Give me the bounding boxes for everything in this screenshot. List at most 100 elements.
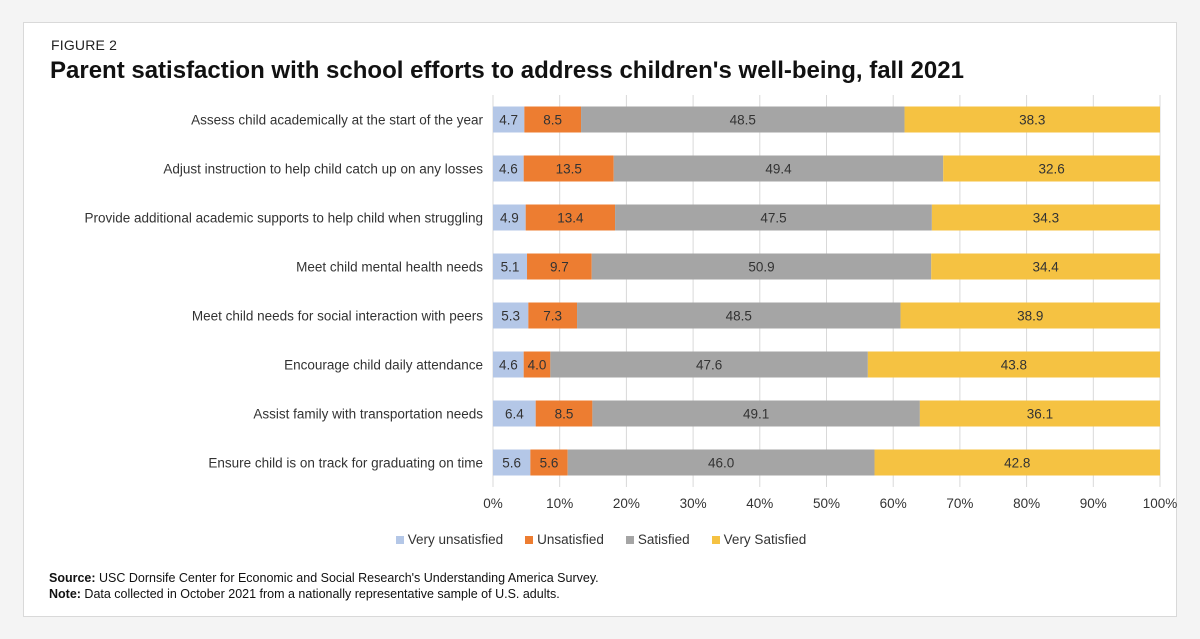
- data-label: 49.1: [743, 407, 769, 422]
- category-label: Meet child needs for social interaction …: [192, 309, 483, 324]
- category-label: Assess child academically at the start o…: [191, 113, 483, 128]
- bar-segment-unsatisfied: [523, 351, 551, 378]
- data-label: 48.5: [730, 113, 756, 128]
- bar-segment-very-satisfied: [867, 351, 1160, 378]
- x-axis-ticks: 0% 10% 20% 30% 40% 50% 60% 70% 80% 90% 100%: [483, 496, 1177, 511]
- bar-segment-very-unsatisfied: [493, 351, 524, 378]
- bar-segment-satisfied: [591, 253, 932, 280]
- category-label: Meet child mental health needs: [296, 260, 483, 275]
- note-line: Note: Data collected in October 2021 fro…: [49, 586, 599, 602]
- data-label: 8.5: [555, 407, 574, 422]
- source-line: Source: USC Dornsife Center for Economic…: [49, 570, 599, 586]
- category-label: Ensure child is on track for graduating …: [208, 456, 483, 471]
- legend-label: Unsatisfied: [537, 532, 604, 547]
- data-label: 38.3: [1019, 113, 1045, 128]
- data-label: 34.4: [1032, 260, 1059, 275]
- bar-segment-very-satisfied: [904, 106, 1160, 133]
- data-label: 4.9: [500, 211, 519, 226]
- x-tick-label: 0%: [483, 496, 503, 511]
- bar-segment-satisfied: [577, 302, 901, 329]
- bar-segment-satisfied: [581, 106, 905, 133]
- bar-segment-very-satisfied: [931, 204, 1160, 231]
- bar-segment-very-satisfied: [931, 253, 1160, 280]
- bar-segment-very-unsatisfied: [493, 302, 529, 329]
- source-text: USC Dornsife Center for Economic and Soc…: [95, 571, 599, 585]
- legend-label: Satisfied: [637, 532, 690, 547]
- legend-item: Very Satisfied: [711, 532, 807, 547]
- data-label: 46.0: [708, 456, 734, 471]
- data-label: 7.3: [543, 309, 562, 324]
- x-tick-label: 10%: [546, 496, 573, 511]
- x-tick-label: 20%: [613, 496, 640, 511]
- category-labels: Assess child academically at the start o…: [85, 113, 484, 471]
- data-label: 38.9: [1017, 309, 1043, 324]
- data-label: 34.3: [1033, 211, 1059, 226]
- legend-item: Unsatisfied: [525, 532, 604, 547]
- note-text: Data collected in October 2021 from a na…: [80, 587, 560, 601]
- bar-segment-very-unsatisfied: [493, 253, 528, 280]
- legend-item: Very unsatisfied: [395, 532, 504, 547]
- x-tick-label: 70%: [946, 496, 973, 511]
- x-tick-label: 80%: [1013, 496, 1040, 511]
- bar-segment-very-unsatisfied: [493, 449, 531, 476]
- bar-segment-satisfied: [615, 204, 932, 231]
- bar-segment-very-satisfied: [874, 449, 1160, 476]
- bar-segment-unsatisfied: [527, 253, 592, 280]
- bar-segment-very-unsatisfied: [493, 155, 524, 182]
- bar-segment-unsatisfied: [528, 302, 578, 329]
- x-tick-label: 40%: [746, 496, 773, 511]
- category-label: Assist family with transportation needs: [253, 407, 483, 422]
- legend-label: Very unsatisfied: [407, 532, 504, 547]
- legend: Very unsatisfied Unsatisfied Satisfied Very…: [24, 532, 1178, 547]
- x-tick-label: 50%: [813, 496, 840, 511]
- chart-title: Parent satisfaction with school efforts …: [50, 57, 964, 84]
- data-label: 48.5: [726, 309, 752, 324]
- data-label: 6.4: [505, 407, 524, 422]
- bar-segment-satisfied: [567, 449, 875, 476]
- notes: Source: USC Dornsife Center for Economic…: [49, 570, 599, 602]
- legend-item: Satisfied: [625, 532, 690, 547]
- bar-segment-unsatisfied: [535, 400, 593, 427]
- stacked-bar-chart: 4.7 8.5 48.5 38.3 4.6 13.5 49.4 32.6 4.9 13.4 47.5…: [85, 95, 1177, 511]
- gridlines: [492, 95, 1161, 487]
- data-label: 9.7: [550, 260, 569, 275]
- category-label: Provide additional academic supports to …: [85, 211, 484, 226]
- bar-segment-unsatisfied: [523, 155, 614, 182]
- data-label: 50.9: [748, 260, 774, 275]
- data-label: 32.6: [1038, 162, 1064, 177]
- x-tick-label: 100%: [1143, 496, 1178, 511]
- x-tick-label: 90%: [1080, 496, 1107, 511]
- x-tick-label: 60%: [880, 496, 907, 511]
- source-label: Source:: [49, 571, 96, 585]
- figure-label: FIGURE 2: [51, 37, 118, 53]
- data-label: 47.5: [760, 211, 786, 226]
- data-label: 4.0: [528, 358, 547, 373]
- data-label: 8.5: [543, 113, 562, 128]
- legend-label: Very Satisfied: [723, 532, 807, 547]
- legend-swatch: [525, 535, 534, 544]
- category-label: Adjust instruction to help child catch u…: [163, 162, 483, 177]
- data-label: 5.6: [502, 456, 521, 471]
- data-label: 49.4: [765, 162, 792, 177]
- bar-segment-satisfied: [550, 351, 868, 378]
- data-label: 43.8: [1001, 358, 1027, 373]
- figure-frame: FIGURE 2 Parent satisfaction with school…: [23, 22, 1177, 617]
- bar-segment-very-unsatisfied: [493, 204, 526, 231]
- data-label: 4.6: [499, 162, 518, 177]
- data-label: 47.6: [696, 358, 722, 373]
- data-label: 5.6: [540, 456, 559, 471]
- category-label: Encourage child daily attendance: [284, 358, 483, 373]
- bar-segment-very-satisfied: [900, 302, 1160, 329]
- note-label: Note:: [49, 587, 81, 601]
- legend-swatch: [711, 535, 720, 544]
- x-tick-label: 30%: [680, 496, 707, 511]
- data-label: 13.5: [556, 162, 582, 177]
- data-label: 4.7: [499, 113, 518, 128]
- bar-segment-satisfied: [592, 400, 920, 427]
- bar-segment-unsatisfied: [524, 106, 582, 133]
- data-label: 5.3: [501, 309, 520, 324]
- bar-segment-very-satisfied: [943, 155, 1160, 182]
- bar-segment-unsatisfied: [530, 449, 568, 476]
- bars: 4.7 8.5 48.5 38.3 4.6 13.5 49.4 32.6 4.9 13.4 47.5…: [493, 106, 1160, 476]
- bar-segment-satisfied: [613, 155, 944, 182]
